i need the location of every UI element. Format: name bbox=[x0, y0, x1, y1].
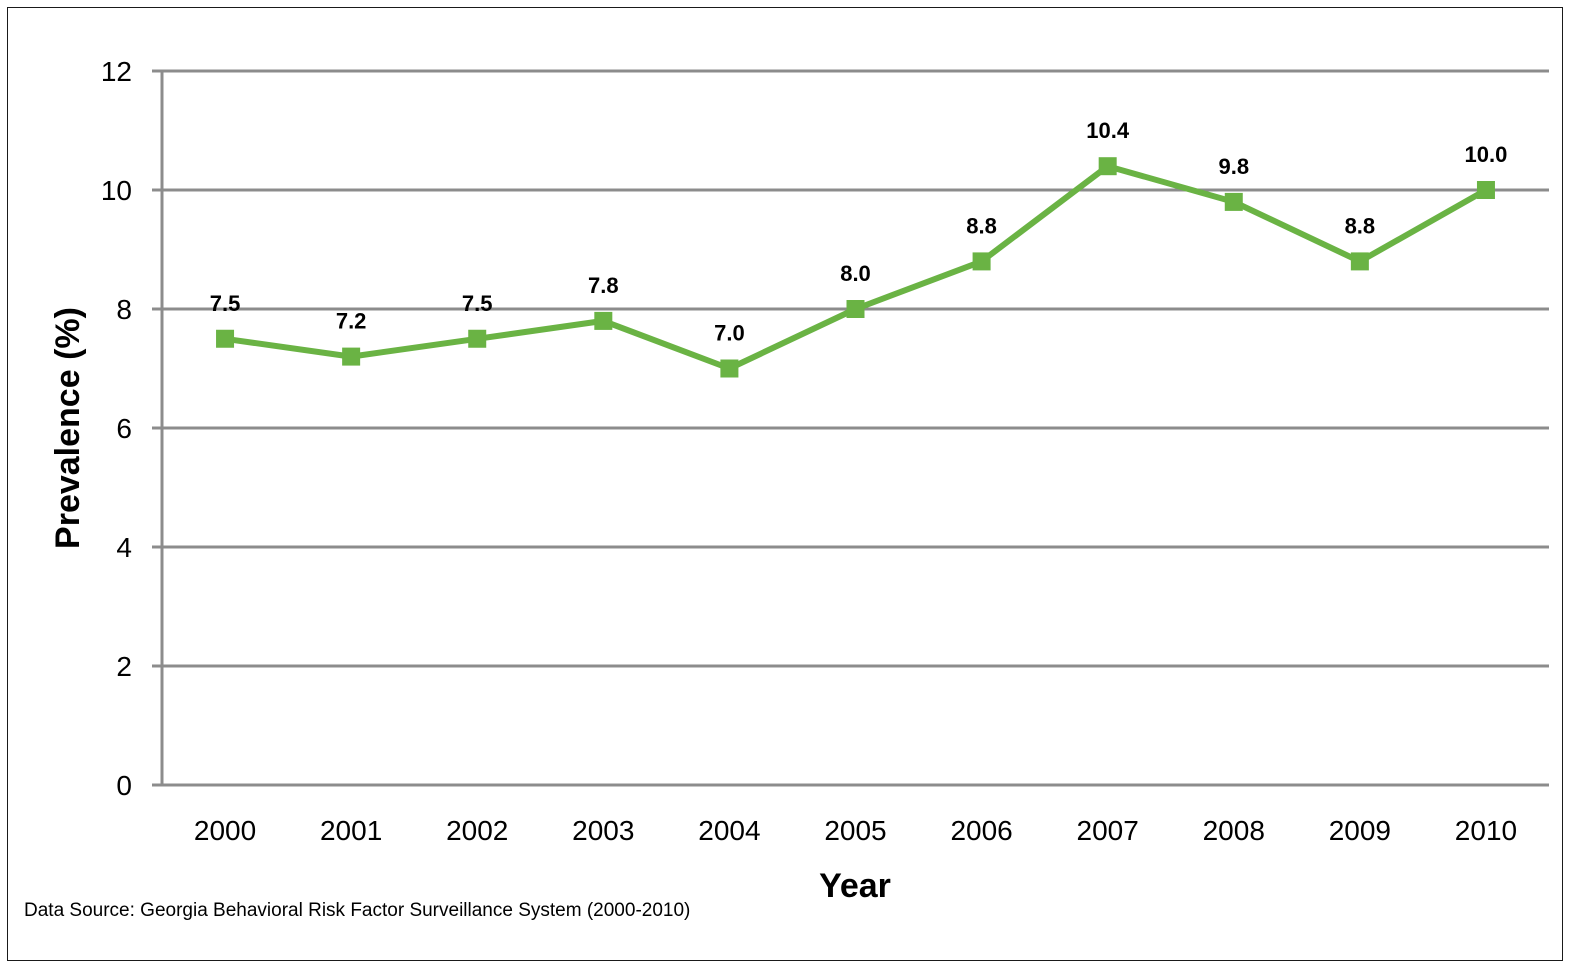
data-point-marker bbox=[1476, 181, 1495, 199]
x-tick-label: 2008 bbox=[1203, 815, 1265, 846]
y-tick-label: 6 bbox=[116, 413, 132, 444]
y-tick-label: 4 bbox=[116, 532, 132, 563]
x-tick-label: 2001 bbox=[320, 815, 382, 846]
data-label: 10.4 bbox=[1086, 118, 1130, 143]
y-tick-labels: 0 2 4 6 8 10 12 bbox=[101, 56, 132, 801]
y-axis-title: Prevalence (%) bbox=[49, 307, 87, 549]
x-tick-label: 2007 bbox=[1077, 815, 1139, 846]
x-tick-label: 2002 bbox=[446, 815, 508, 846]
x-tick-label: 2005 bbox=[824, 815, 886, 846]
x-tick-label: 2004 bbox=[698, 815, 760, 846]
data-point-marker bbox=[594, 311, 613, 330]
data-point-marker bbox=[1350, 252, 1369, 271]
data-point-marker bbox=[720, 359, 739, 378]
data-point-marker bbox=[468, 329, 487, 348]
data-point-marker bbox=[846, 300, 865, 318]
y-tick-label: 0 bbox=[116, 770, 132, 801]
data-source-note: Data Source: Georgia Behavioral Risk Fac… bbox=[24, 900, 691, 921]
data-label: 9.8 bbox=[1218, 154, 1249, 179]
y-tick-label: 8 bbox=[116, 294, 132, 325]
series-markers bbox=[216, 157, 1495, 378]
x-tick-label: 2010 bbox=[1455, 815, 1517, 846]
chart-frame bbox=[7, 7, 1563, 961]
data-label: 8.0 bbox=[840, 261, 871, 286]
data-label: 7.5 bbox=[462, 291, 493, 316]
x-tick-label: 2000 bbox=[194, 815, 256, 846]
data-labels: 7.5 7.2 7.5 7.8 7.0 8.0 8.8 10.4 9.8 8.8 10.0 bbox=[210, 118, 1508, 345]
y-tick-label: 2 bbox=[116, 651, 132, 682]
x-tick-label: 2009 bbox=[1329, 815, 1391, 846]
x-tick-label: 2006 bbox=[950, 815, 1012, 846]
x-tick-labels: 2000 2001 2002 2003 2004 2005 2006 2007 2008 2009… bbox=[194, 815, 1517, 846]
data-point-marker bbox=[1224, 192, 1243, 211]
data-label: 7.2 bbox=[336, 309, 367, 334]
data-label: 8.8 bbox=[966, 213, 997, 238]
data-point-marker bbox=[216, 329, 235, 348]
data-label: 7.8 bbox=[588, 273, 619, 298]
data-label: 7.5 bbox=[210, 291, 241, 316]
data-point-marker bbox=[342, 347, 361, 366]
data-label: 7.0 bbox=[714, 321, 745, 346]
axes bbox=[152, 71, 1549, 787]
data-point-marker bbox=[1098, 157, 1117, 176]
data-point-marker bbox=[972, 252, 991, 271]
gridlines bbox=[152, 69, 1549, 668]
data-label: 8.8 bbox=[1345, 213, 1376, 238]
y-tick-label: 10 bbox=[101, 175, 132, 206]
x-tick-label: 2003 bbox=[572, 815, 634, 846]
data-label: 10.0 bbox=[1465, 142, 1508, 167]
y-tick-label: 12 bbox=[101, 56, 132, 87]
x-axis-title: Year bbox=[819, 867, 891, 905]
